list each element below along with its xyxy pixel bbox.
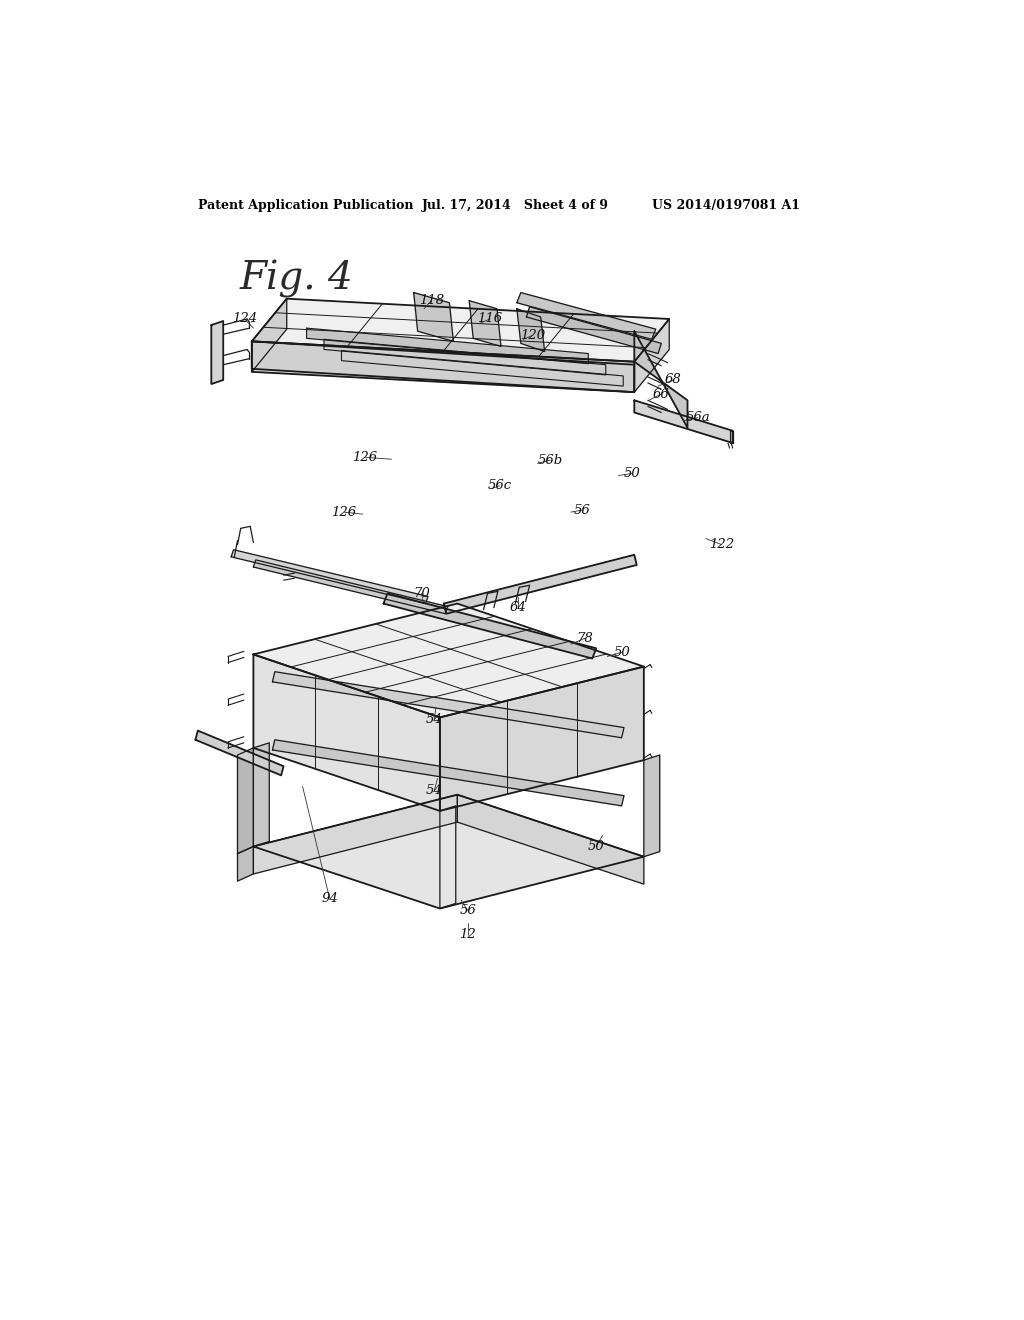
Text: 68: 68 <box>665 374 682 387</box>
Text: 124: 124 <box>232 313 257 326</box>
Polygon shape <box>252 342 634 392</box>
Polygon shape <box>211 321 223 384</box>
Text: 70: 70 <box>414 587 430 599</box>
Polygon shape <box>272 672 624 738</box>
Text: 66: 66 <box>653 388 670 401</box>
Polygon shape <box>384 594 596 659</box>
Polygon shape <box>440 805 456 908</box>
Polygon shape <box>526 306 662 354</box>
Text: 78: 78 <box>577 632 594 644</box>
Text: US 2014/0197081 A1: US 2014/0197081 A1 <box>652 199 800 213</box>
Text: 56: 56 <box>460 904 476 917</box>
Text: 12: 12 <box>460 928 476 941</box>
Text: 50: 50 <box>613 645 630 659</box>
Text: 50: 50 <box>624 467 640 480</box>
Text: 120: 120 <box>520 329 546 342</box>
Polygon shape <box>253 603 644 718</box>
Text: 50: 50 <box>588 840 604 853</box>
Polygon shape <box>634 319 670 392</box>
Text: 56: 56 <box>573 503 590 516</box>
Polygon shape <box>440 667 644 810</box>
Text: 116: 116 <box>477 313 503 326</box>
Text: 118: 118 <box>419 294 443 308</box>
Polygon shape <box>443 554 637 614</box>
Polygon shape <box>253 795 458 874</box>
Polygon shape <box>469 301 501 346</box>
Polygon shape <box>252 298 670 362</box>
Text: 56c: 56c <box>487 479 511 492</box>
Polygon shape <box>252 298 287 372</box>
Polygon shape <box>253 655 440 810</box>
Polygon shape <box>458 795 644 884</box>
Text: Fig. 4: Fig. 4 <box>240 260 353 298</box>
Text: Patent Application Publication: Patent Application Publication <box>198 199 414 213</box>
Text: 64: 64 <box>510 601 526 614</box>
Polygon shape <box>634 400 733 444</box>
Polygon shape <box>253 560 447 614</box>
Text: 56a: 56a <box>685 411 710 424</box>
Polygon shape <box>231 549 428 603</box>
Polygon shape <box>634 331 687 428</box>
Polygon shape <box>253 743 269 846</box>
Polygon shape <box>729 430 733 444</box>
Polygon shape <box>306 329 588 364</box>
Polygon shape <box>341 351 624 385</box>
Polygon shape <box>196 731 284 775</box>
Polygon shape <box>517 309 545 351</box>
Polygon shape <box>324 339 606 375</box>
Polygon shape <box>272 739 624 805</box>
Text: 94: 94 <box>322 892 338 904</box>
Text: 126: 126 <box>332 506 356 519</box>
Polygon shape <box>644 755 659 857</box>
Text: 54: 54 <box>426 713 442 726</box>
Polygon shape <box>253 795 644 908</box>
Text: 56b: 56b <box>538 454 563 467</box>
Text: 54: 54 <box>426 784 442 797</box>
Polygon shape <box>238 846 253 880</box>
Polygon shape <box>517 293 655 339</box>
Text: 122: 122 <box>709 539 734 552</box>
Text: Jul. 17, 2014   Sheet 4 of 9: Jul. 17, 2014 Sheet 4 of 9 <box>422 199 608 213</box>
Polygon shape <box>238 748 253 854</box>
Polygon shape <box>252 342 634 392</box>
Polygon shape <box>414 293 454 342</box>
Text: 126: 126 <box>352 450 377 463</box>
